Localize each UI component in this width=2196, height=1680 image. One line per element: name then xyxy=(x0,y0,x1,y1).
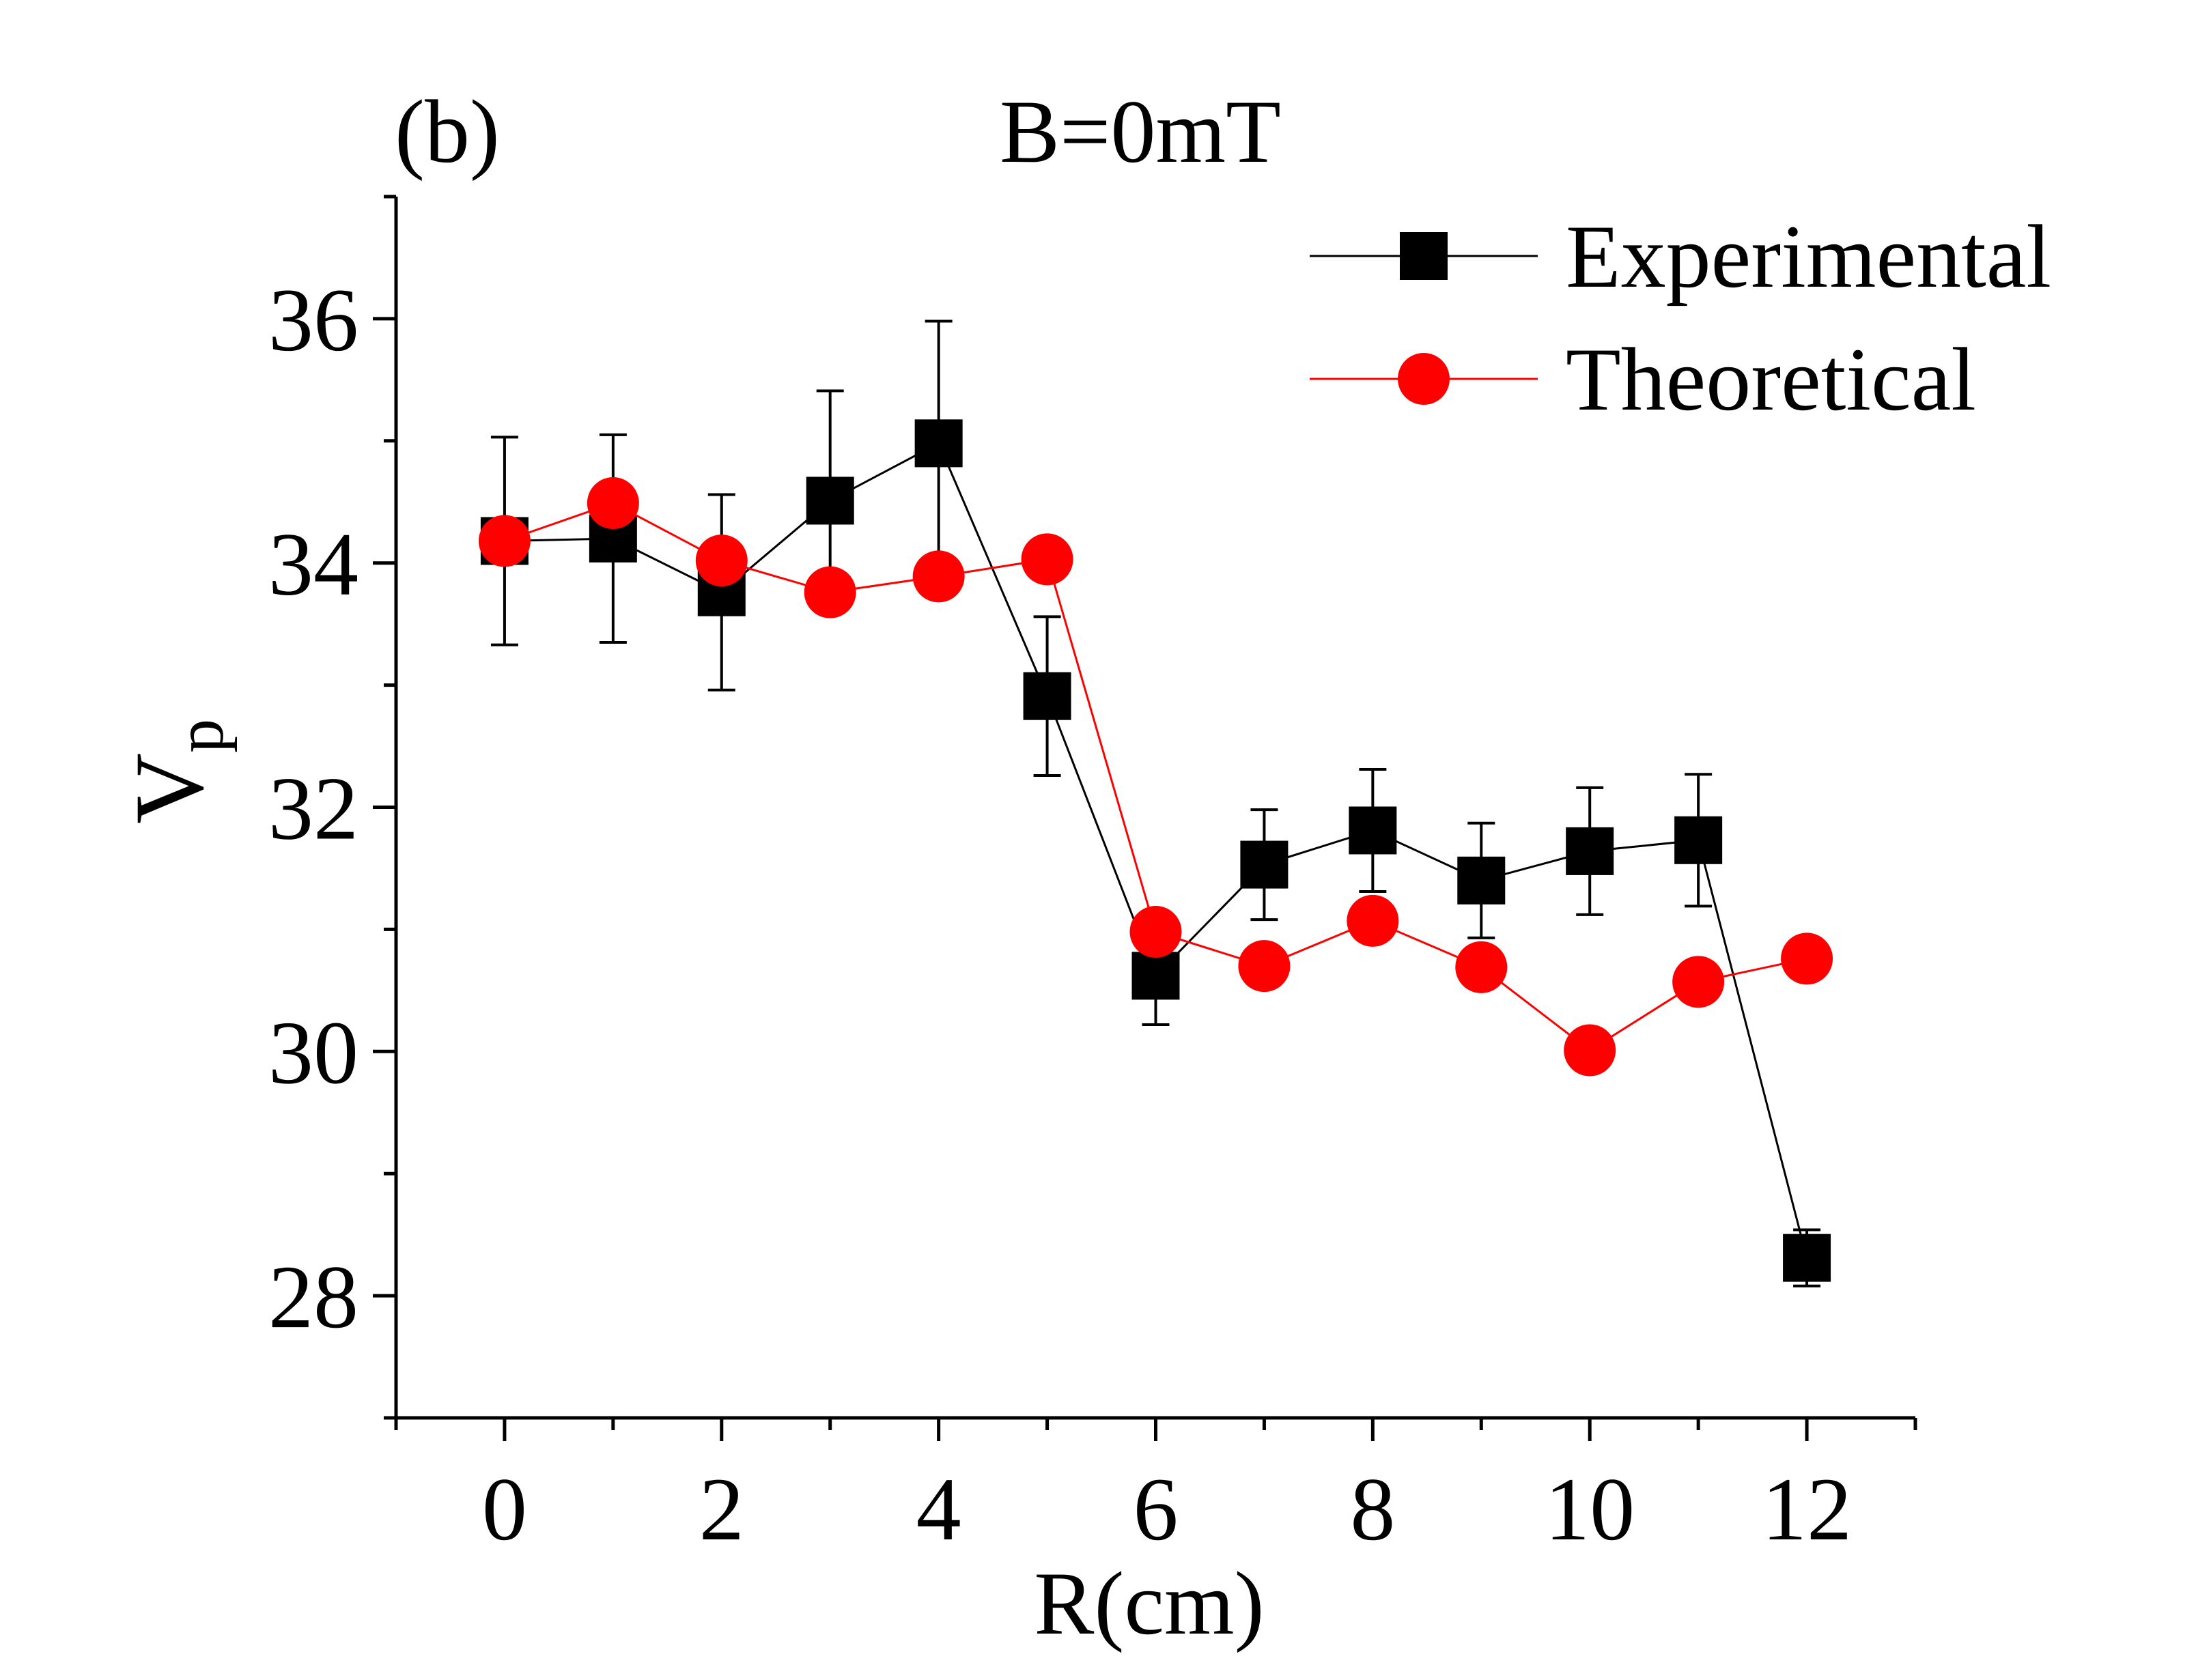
data-point-square xyxy=(806,476,854,525)
data-point-square xyxy=(914,419,963,468)
x-axis: 0 2 4 6 8 10 12 xyxy=(394,1418,1917,1559)
x-tick-label: 6 xyxy=(1134,1459,1179,1559)
data-point-square xyxy=(1457,856,1506,905)
data-point-circle xyxy=(1781,932,1833,985)
data-point-square xyxy=(1349,806,1397,855)
legend-item-theoretical: Theoretical xyxy=(1310,329,1976,429)
legend-item-experimental: Experimental xyxy=(1310,206,2051,307)
data-point-circle xyxy=(1564,1024,1616,1077)
y-tick-label: 30 xyxy=(268,1002,358,1102)
legend-label: Theoretical xyxy=(1566,329,1976,429)
x-tick-label: 12 xyxy=(1762,1459,1852,1559)
y-tick-label: 32 xyxy=(268,758,358,859)
y-tick-label: 34 xyxy=(268,514,358,614)
legend-label: Experimental xyxy=(1566,206,2051,307)
legend-marker-circle xyxy=(1398,353,1450,405)
panel-label: (b) xyxy=(395,81,500,182)
data-point-square xyxy=(1674,816,1723,864)
y-axis-label-subscript: p xyxy=(162,719,238,753)
x-tick-label: 0 xyxy=(482,1459,527,1559)
data-point-circle xyxy=(587,477,639,530)
legend: Experimental Theoretical xyxy=(1310,206,2051,429)
data-point-circle xyxy=(478,515,531,567)
legend-marker-square xyxy=(1400,232,1448,280)
x-axis-label: R(cm) xyxy=(1034,1553,1264,1653)
y-tick-label: 36 xyxy=(268,270,358,370)
x-tick-label: 10 xyxy=(1545,1459,1635,1559)
data-point-square xyxy=(1240,840,1289,889)
chart-title: B=0mT xyxy=(1000,81,1281,182)
x-tick-label: 8 xyxy=(1350,1459,1395,1559)
data-point-circle xyxy=(695,535,748,587)
data-point-square xyxy=(1131,952,1180,1000)
data-point-circle xyxy=(912,550,965,603)
data-point-circle xyxy=(1238,940,1291,993)
y-axis-label: Vp xyxy=(115,719,238,824)
data-point-circle xyxy=(1021,533,1073,586)
x-tick-label: 2 xyxy=(699,1459,744,1559)
data-point-circle xyxy=(804,566,856,618)
data-point-circle xyxy=(1347,894,1399,947)
data-point-circle xyxy=(1672,956,1725,1008)
data-point-square xyxy=(1566,827,1614,875)
series-experimental xyxy=(480,319,1831,1287)
y-tick-label: 28 xyxy=(268,1247,358,1347)
plot-area xyxy=(478,319,1833,1287)
data-point-circle xyxy=(1455,941,1508,993)
data-point-square xyxy=(1023,672,1071,720)
x-tick-label: 4 xyxy=(916,1459,961,1559)
y-axis: 28 30 32 34 36 xyxy=(268,195,396,1420)
y-axis-label-main: V xyxy=(115,753,224,824)
series-theoretical xyxy=(478,477,1833,1077)
data-point-square xyxy=(1783,1234,1831,1282)
data-point-circle xyxy=(1129,905,1182,958)
